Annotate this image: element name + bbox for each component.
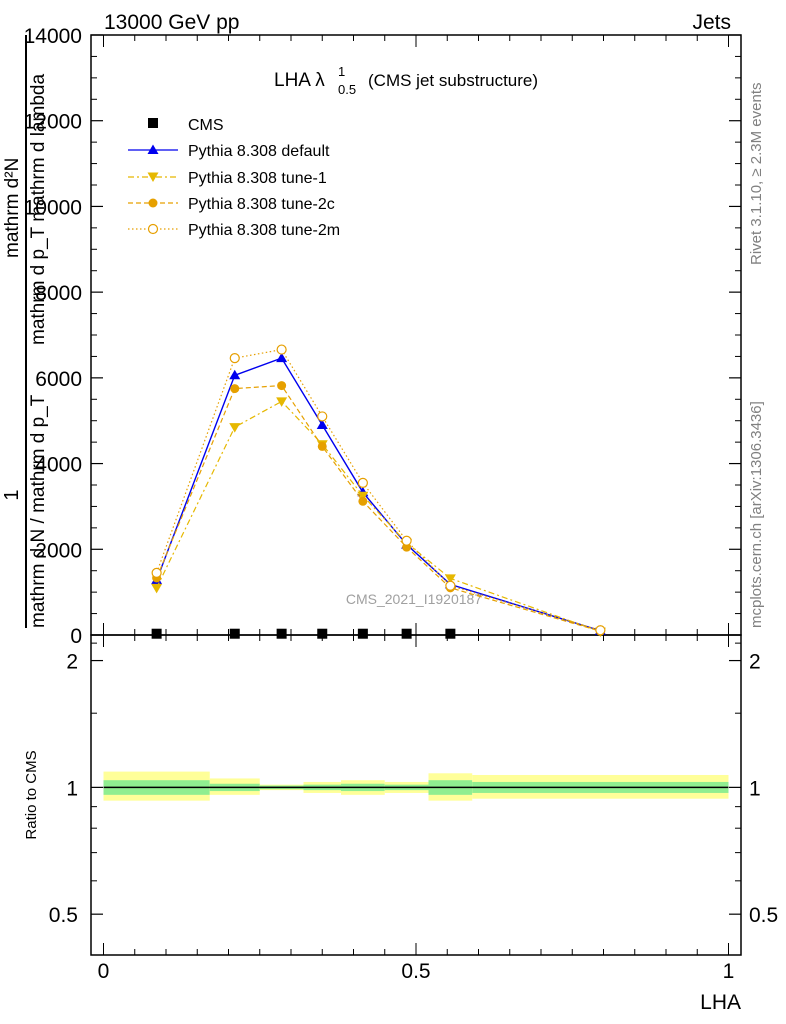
header-right: Jets [692, 11, 731, 34]
y-tick-label: 8000 [35, 282, 82, 305]
ratio-uncertainty-bands [103, 771, 729, 801]
ylabel-denom: mathrm d N / mathrm d p_T [28, 394, 49, 628]
ratio-y-tick-label-left: 0.5 [49, 904, 78, 927]
ratio-y-tick-label-right: 1 [749, 777, 761, 800]
marker-tune2m [229, 353, 240, 364]
x-tick-label: 1 [723, 960, 735, 983]
ratio-ylabel: Ratio to CMS [23, 750, 40, 839]
legend-label-tune2m: Pythia 8.308 tune-2m [188, 222, 340, 239]
ratio-y-tick-label-right: 2 [749, 651, 761, 674]
plot-title-sup: 1 [338, 64, 345, 79]
x-axis-label: LHA [700, 991, 741, 1014]
marker-tune1 [444, 574, 456, 584]
y-tick-label: 6000 [35, 368, 82, 391]
cms-data-point [151, 628, 162, 639]
marker-tune1 [357, 491, 369, 502]
y-tick-label: 0 [70, 625, 82, 648]
cms-data-point [445, 628, 456, 639]
marker-tune2m [276, 344, 287, 355]
cms-data-point [317, 628, 328, 639]
analysis-watermark: CMS_2021_I1920187 [346, 591, 482, 607]
marker-tune2c [277, 381, 287, 391]
legend-label-tune2c: Pythia 8.308 tune-2c [188, 196, 335, 213]
ylabel-den2: mathrm d p_T mathrm d lambda [28, 74, 49, 345]
main-ylabel: 1 mathrm d N / mathrm d p_T mathrm d²N m… [1, 35, 49, 628]
cms-data-point [276, 628, 287, 639]
ratio-y-tick-label-right: 0.5 [749, 904, 778, 927]
y-tick-label: 12000 [24, 111, 82, 134]
y-tick-label: 10000 [24, 196, 82, 219]
header-left: 13000 GeV pp [104, 11, 239, 34]
marker-tune1 [276, 397, 288, 407]
marker-default [229, 369, 241, 380]
ratio-y-tick-label-left: 2 [66, 651, 78, 674]
cms-data-point [401, 628, 412, 639]
cms-data-point [357, 628, 368, 639]
legend-label-cms: CMS [188, 117, 224, 134]
marker-tune2m [445, 580, 456, 591]
plot-title: LHA λ 1 0.5 (CMS jet substructure) [274, 64, 538, 97]
x-tick-label: 0.5 [401, 960, 430, 983]
marker-tune2m [151, 567, 162, 578]
marker-tune1 [151, 583, 163, 594]
ratio-axes: 0.5 0.5 1 1 2 2 0 0.5 1 [49, 634, 778, 983]
x-tick-label: 0 [98, 960, 110, 983]
marker-tune2c [317, 441, 327, 451]
series-line-default [155, 357, 601, 632]
ratio-y-tick-label-left: 1 [66, 777, 78, 800]
legend-marker-tune2c [148, 198, 158, 208]
marker-tune1 [229, 423, 241, 433]
series-line-tune2c [156, 384, 601, 632]
y-tick-label: 14000 [24, 25, 82, 48]
plot-title-sub: 0.5 [338, 82, 356, 97]
plot-title-tail: (CMS jet substructure) [368, 71, 538, 90]
y-tick-label: 4000 [35, 454, 82, 477]
rivet-label: Rivet 3.1.10, ≥ 2.3M events [748, 83, 765, 266]
legend: CMS Pythia 8.308 default Pythia 8.308 tu… [128, 117, 340, 239]
legend-marker-default [147, 144, 159, 154]
marker-default [316, 419, 328, 429]
main-series [151, 344, 606, 639]
legend-marker-tune2m [147, 223, 159, 235]
ylabel-num: mathrm d²N [2, 158, 23, 258]
legend-label-default: Pythia 8.308 default [188, 143, 330, 160]
main-axes: 0 2000 4000 6000 8000 10000 12000 14000 [24, 25, 742, 648]
marker-tune2m [595, 625, 606, 636]
marker-tune2c [358, 496, 368, 506]
series-line-tune2m [156, 348, 601, 631]
marker-tune2m [401, 535, 412, 546]
legend-label-tune1: Pythia 8.308 tune-1 [188, 170, 327, 187]
legend-marker-tune1 [147, 172, 159, 182]
marker-tune2m [357, 477, 368, 488]
plot-title-main: LHA λ [274, 70, 325, 91]
series-line-tune1 [156, 400, 601, 633]
mcplots-label: mcplots.cern.ch [arXiv:1306.3436] [748, 401, 765, 628]
marker-tune2m [317, 411, 328, 422]
legend-marker-cms [148, 118, 158, 128]
marker-default [276, 352, 288, 363]
marker-tune2c [230, 384, 240, 394]
cms-data-point [229, 628, 240, 639]
y-tick-label: 2000 [35, 539, 82, 562]
ylabel-one: 1 [1, 489, 23, 500]
